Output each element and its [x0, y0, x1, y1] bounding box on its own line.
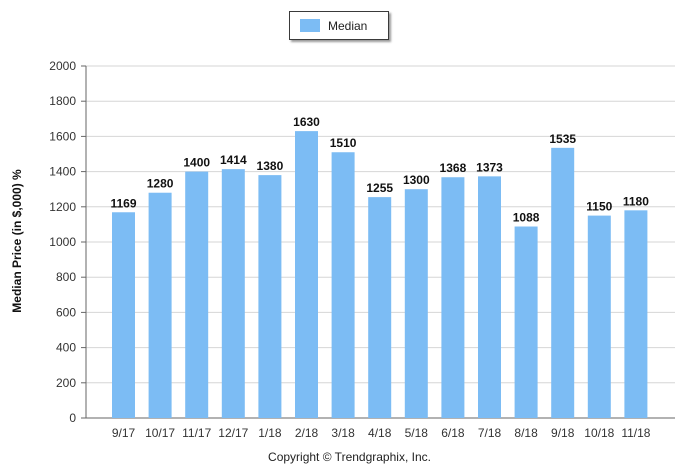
- x-tick-label: 7/18: [478, 426, 502, 440]
- x-tick-label: 5/18: [405, 426, 429, 440]
- x-tick-label: 11/17: [182, 426, 211, 440]
- y-tick-label: 2000: [49, 59, 76, 73]
- y-tick-label: 1400: [49, 165, 76, 179]
- data-label: 1535: [549, 132, 576, 146]
- legend: Median: [289, 11, 389, 40]
- legend-label-median: Median: [328, 18, 368, 33]
- x-tick-label: 9/17: [112, 426, 136, 440]
- data-label: 1300: [403, 173, 430, 187]
- x-tick-label: 10/17: [145, 426, 175, 440]
- bar: [624, 210, 648, 418]
- bar: [441, 177, 465, 418]
- y-tick-label: 800: [56, 270, 76, 284]
- bar: [368, 197, 392, 418]
- x-tick-labels: 9/17 10/17 11/17 12/17 1/18 2/18 3/18 4/18 5/18 6…: [112, 426, 651, 440]
- y-axis-label: Median Price (in $,000) %: [10, 169, 24, 313]
- data-label: 1380: [257, 159, 284, 173]
- data-label: 1088: [513, 211, 540, 225]
- bar: [331, 152, 355, 419]
- data-label: 1169: [110, 196, 136, 210]
- data-label: 1150: [586, 200, 612, 214]
- bar: [185, 171, 209, 418]
- x-tick-label: 2/18: [295, 426, 319, 440]
- x-tick-label: 1/18: [258, 426, 282, 440]
- x-tick-label: 4/18: [368, 426, 392, 440]
- bar: [258, 175, 282, 418]
- y-tick-label: 400: [56, 341, 76, 355]
- y-tick-label: 1800: [49, 94, 76, 108]
- x-tick-label: 10/18: [584, 426, 614, 440]
- x-tick-label: 8/18: [514, 426, 538, 440]
- data-labels: 1169 1280 1400 1414 1380 1630 1510 1255 1300 1368…: [110, 115, 649, 224]
- copyright-footer: Copyright © Trendgraphix, Inc.: [268, 450, 431, 464]
- bar: [295, 131, 318, 418]
- data-label: 1368: [440, 161, 467, 175]
- bar: [478, 176, 501, 418]
- x-tick-label: 3/18: [331, 426, 355, 440]
- y-tick-labels: 0 200 400 600 800 1000 1200 1400 1600 1800 2000: [49, 59, 76, 425]
- bars: [112, 131, 648, 419]
- y-tick-label: 600: [56, 305, 76, 319]
- bar: [112, 212, 135, 418]
- data-label: 1180: [623, 194, 649, 208]
- bar: [148, 192, 172, 418]
- legend-swatch-median: [300, 19, 320, 32]
- data-label: 1510: [330, 136, 357, 150]
- data-label: 1255: [366, 181, 393, 195]
- x-tick-label: 9/18: [551, 426, 575, 440]
- bar: [551, 147, 575, 418]
- x-tick-label: 6/18: [441, 426, 465, 440]
- y-tick-label: 1000: [49, 235, 76, 249]
- data-label: 1280: [147, 177, 174, 191]
- x-tick-label: 11/18: [621, 426, 650, 440]
- y-tick-label: 1600: [49, 129, 76, 143]
- data-label: 1414: [220, 153, 247, 167]
- data-label: 1630: [293, 115, 320, 129]
- bar: [514, 226, 538, 418]
- data-label: 1373: [476, 160, 503, 174]
- y-tick-label: 1200: [49, 200, 76, 214]
- y-tick-label: 0: [69, 411, 76, 425]
- bar: [587, 215, 611, 418]
- data-label: 1400: [183, 156, 210, 170]
- x-tick-label: 12/17: [218, 426, 248, 440]
- y-tick-label: 200: [56, 376, 76, 390]
- bar: [404, 189, 428, 418]
- bar: [221, 169, 245, 418]
